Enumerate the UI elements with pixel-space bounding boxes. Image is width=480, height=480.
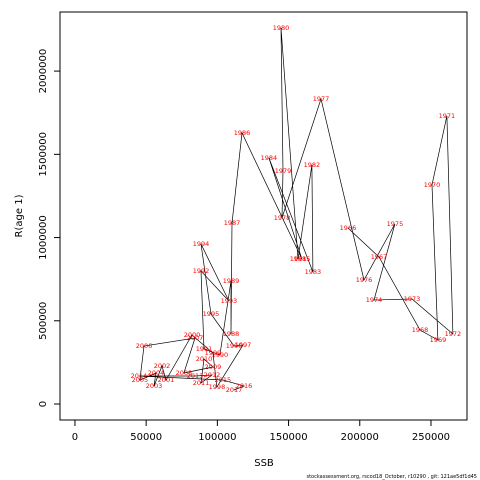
year-label: 2006 (136, 342, 153, 350)
year-label: 1968 (412, 326, 429, 334)
year-label: 1967 (371, 253, 388, 261)
year-label: 1998 (209, 383, 226, 391)
year-label: 1992 (193, 267, 210, 275)
year-label: 1995 (203, 310, 220, 318)
year-label: 1996 (226, 342, 243, 350)
year-label: 1990 (212, 351, 229, 359)
year-label: 2012 (204, 371, 221, 379)
year-label: 1977 (313, 95, 330, 103)
y-tick-label: 0 (38, 401, 49, 407)
year-label: 1966 (340, 224, 357, 232)
year-label: 1989 (223, 277, 240, 285)
year-label: 1976 (356, 276, 373, 284)
year-label: 1988 (223, 330, 240, 338)
year-label: 1971 (439, 112, 456, 120)
year-label: 1975 (387, 220, 404, 228)
x-tick-label: 100000 (198, 432, 236, 443)
year-label: 2004 (148, 369, 165, 377)
trajectory-line (138, 27, 454, 391)
year-label: 2002 (154, 362, 171, 370)
year-label: 2000 (184, 331, 201, 339)
year-label: 1991 (196, 345, 213, 353)
year-label: 1979 (275, 167, 292, 175)
x-tick-label: 0 (72, 432, 78, 443)
year-label: 1973 (404, 295, 421, 303)
x-tick-label: 150000 (269, 432, 307, 443)
year-label: 1980 (273, 24, 290, 32)
y-axis-label: R(age 1) (14, 194, 25, 237)
year-label: 1984 (261, 154, 278, 162)
year-label: 1974 (366, 296, 383, 304)
year-label: 1985 (294, 255, 311, 263)
year-label: 2010 (196, 355, 213, 363)
year-label: 1993 (221, 297, 238, 305)
year-label: 1978 (274, 214, 291, 222)
year-label: 1997 (235, 341, 252, 349)
y-tick-label: 1000000 (38, 215, 49, 260)
year-label: 2014 (131, 372, 148, 380)
plot-frame (59, 11, 468, 421)
year-label: 1999 (205, 349, 222, 357)
year-label: 2008 (176, 369, 193, 377)
year-label: 2011 (193, 379, 210, 387)
year-label: 2009 (205, 363, 222, 371)
footnote: stockassessment.org, rscod18_October, r1… (306, 474, 477, 480)
year-label: 2007 (187, 334, 204, 342)
y-tick-label: 500000 (38, 302, 49, 340)
year-label: 2003 (146, 382, 163, 390)
x-tick-label: 250000 (412, 432, 450, 443)
year-label: 2016 (236, 382, 253, 390)
y-tick-label: 1500000 (38, 132, 49, 177)
year-label: 2017 (226, 386, 243, 394)
x-tick-label: 200000 (341, 432, 379, 443)
year-label: 1986 (234, 129, 251, 137)
year-label: 2001 (158, 376, 175, 384)
year-label: 1994 (193, 240, 210, 248)
year-label: 1987 (224, 219, 241, 227)
year-label: 1981 (290, 255, 307, 263)
year-label: 1982 (304, 161, 321, 169)
y-tick-label: 2000000 (38, 49, 49, 94)
x-tick-label: 50000 (130, 432, 162, 443)
year-label: 1969 (430, 336, 447, 344)
year-label: 2013 (187, 372, 204, 380)
year-label: 1972 (445, 330, 462, 338)
year-label: 1970 (424, 181, 441, 189)
x-axis-label: SSB (254, 458, 274, 469)
year-label: 2015 (215, 376, 232, 384)
year-label: 1983 (305, 268, 322, 276)
year-label: 2005 (132, 376, 149, 384)
